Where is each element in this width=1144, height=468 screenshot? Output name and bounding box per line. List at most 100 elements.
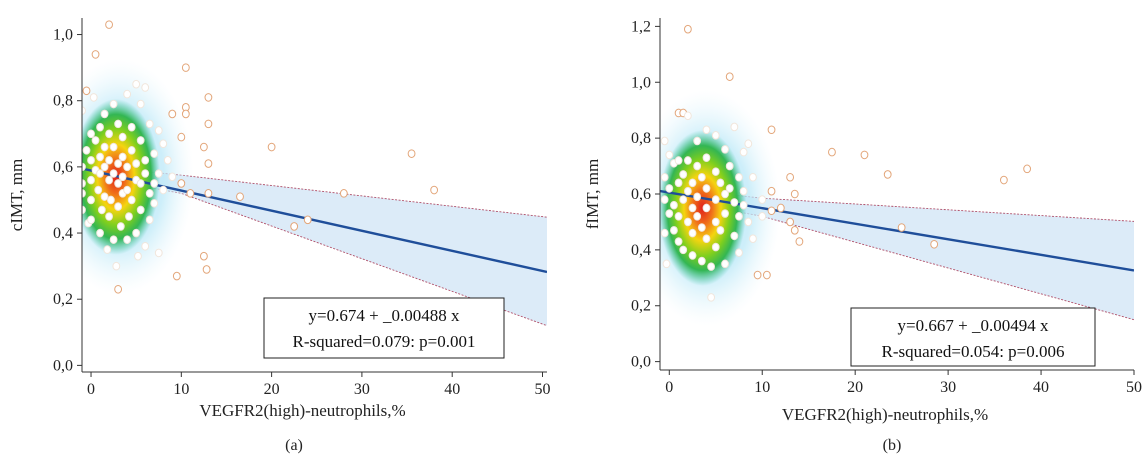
data-point [702,234,711,243]
scatter-plot-b: 0 10 20 30 40 50 0,0 0,2 0,4 0,6 0,8 1,0 1,2 VEGFR2(h… [583,18,1142,454]
data-point [96,122,104,132]
data-point [267,142,276,152]
data-point [82,189,86,198]
data-point [112,261,121,271]
data-point [758,195,767,204]
data-point [762,270,771,280]
data-point [199,142,208,152]
data-point [100,109,109,119]
x-tick-label: 0 [87,381,95,398]
data-point [688,251,697,260]
data-point [767,125,776,135]
data-point [89,93,98,102]
data-point [660,228,669,238]
data-point [105,175,113,185]
data-point [430,185,439,195]
data-point [670,200,678,210]
data-point [141,241,150,251]
x-tick-label: 20 [847,379,863,396]
plot-area [660,24,1134,326]
data-point [711,217,720,227]
data-point [150,149,159,158]
data-point [683,217,692,227]
data-point [702,125,711,135]
data-point [204,159,213,168]
data-point [716,178,725,188]
data-point [186,189,195,198]
data-point [141,155,150,165]
x-tick-label: 40 [444,381,460,398]
data-point [114,159,123,168]
data-point [177,179,186,188]
data-point [202,265,211,274]
data-point [150,179,159,188]
data-point [154,169,163,178]
data-point [109,169,118,178]
y-tick-label: 0,6 [631,186,651,203]
data-point [739,200,748,210]
data-point [87,195,95,205]
data-point [97,205,106,215]
data-point [707,293,716,302]
data-points [660,24,1032,302]
data-point [145,119,154,129]
data-point [132,159,141,168]
data-point [87,155,95,165]
data-point [786,172,795,182]
y-tick-label: 0,2 [631,298,651,315]
data-point [168,109,177,119]
data-point [105,155,113,165]
data-point [132,228,141,238]
axes: 0 10 20 30 40 50 0,0 0,2 0,4 0,6 0,8 1,0 1,2 [631,18,1142,396]
data-point [125,212,133,221]
y-axis-title: fIMT, mm [583,159,602,230]
data-point [883,170,892,179]
x-axis-title: VEGFR2(high)-neutrophils,% [199,401,405,420]
x-tick-label: 40 [1033,379,1049,396]
data-point [697,223,706,232]
data-point [159,185,168,195]
data-point [721,259,729,269]
stats-box-frame [850,307,1096,367]
data-point [786,217,795,227]
data-point [204,93,213,102]
data-point [109,99,118,109]
data-point [758,212,767,221]
data-point [118,172,127,182]
data-point [96,228,104,238]
confidence-band [82,165,547,326]
data-point [688,228,697,238]
y-tick-label: 0,0 [631,354,651,371]
data-point [744,139,753,149]
data-point [204,119,213,129]
data-point [123,89,132,99]
y-tick-label: 1,0 [53,27,73,44]
data-point [96,152,104,162]
data-point [181,63,190,72]
y-tick-label: 1,2 [631,18,651,35]
data-point [707,262,716,271]
data-point [683,24,692,34]
axes: 0 10 20 30 40 50 0,0 0,2 0,4 0,6 0,8 1,0 [53,18,550,398]
data-point [697,172,706,182]
data-point [674,237,683,246]
regression-line [82,167,547,274]
data-point [721,209,729,218]
data-point [735,248,743,257]
data-point [103,245,112,254]
data-point [776,203,785,213]
data-point [105,20,113,29]
data-point [204,189,213,198]
data-point [660,195,669,204]
data-point [82,205,86,215]
data-point [82,162,86,172]
y-tick-label: 0,6 [53,159,73,176]
data-point [87,175,95,185]
data-point [674,156,683,165]
data-point [105,212,113,221]
data-point [688,178,697,188]
data-point [141,83,150,92]
data-point [693,161,702,171]
x-tick-label: 30 [354,381,370,398]
data-point [407,149,416,158]
